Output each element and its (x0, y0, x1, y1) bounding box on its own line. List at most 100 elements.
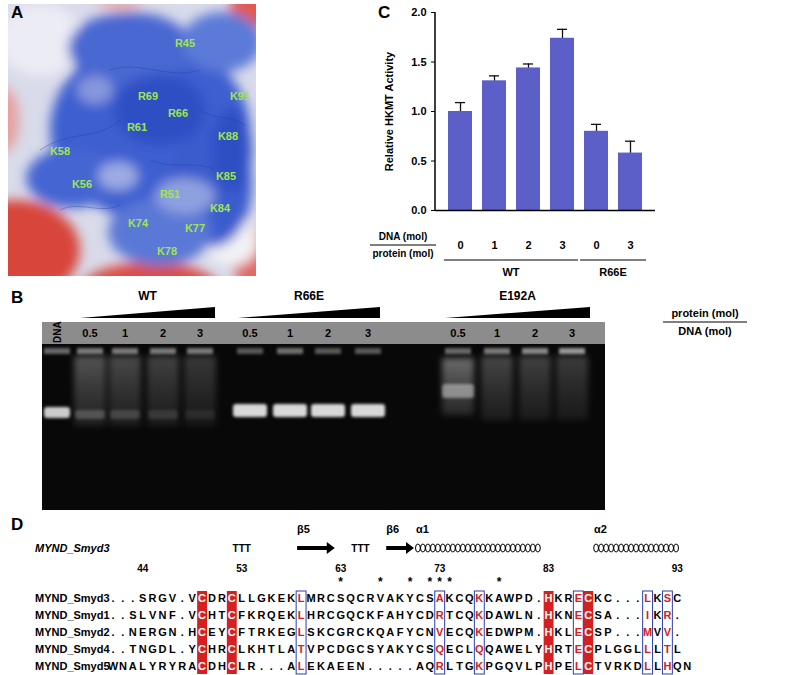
svg-text:L: L (654, 660, 661, 672)
svg-text:DNA (mol): DNA (mol) (678, 325, 732, 337)
svg-text:D: D (208, 592, 216, 604)
svg-text:A: A (287, 660, 295, 672)
svg-text:T: T (219, 609, 226, 621)
svg-text:.: . (636, 609, 639, 621)
svg-text:C: C (584, 660, 592, 672)
svg-text:H: H (663, 660, 671, 672)
svg-text:L: L (238, 592, 245, 604)
svg-text:R: R (436, 660, 444, 672)
svg-text:1.5: 1.5 (411, 56, 426, 68)
svg-text:R: R (614, 660, 622, 672)
svg-text:.: . (616, 609, 619, 621)
svg-text:44: 44 (137, 563, 149, 574)
svg-text:0.5: 0.5 (411, 155, 426, 167)
svg-text:.: . (111, 643, 114, 655)
svg-text:S: S (426, 643, 433, 655)
svg-text:α2: α2 (594, 523, 607, 535)
svg-text:D: D (337, 643, 345, 655)
svg-text:.: . (389, 660, 392, 672)
svg-text:L: L (674, 643, 681, 655)
svg-text:K: K (654, 592, 662, 604)
svg-text:C: C (228, 660, 236, 672)
svg-text:K: K (594, 592, 602, 604)
svg-text:C: C (416, 626, 424, 638)
svg-text:V: V (377, 592, 385, 604)
svg-text:Q: Q (346, 609, 355, 621)
svg-text:R: R (436, 609, 444, 621)
svg-text:73: 73 (434, 563, 446, 574)
svg-text:D: D (159, 643, 167, 655)
svg-text:WT: WT (138, 289, 157, 303)
svg-text:C: C (228, 626, 236, 638)
svg-text:R: R (149, 626, 157, 638)
svg-text:K88: K88 (218, 130, 238, 142)
svg-text:L: L (298, 592, 305, 604)
svg-text:*: * (437, 575, 442, 589)
svg-text:W: W (504, 609, 515, 621)
svg-text:1: 1 (491, 239, 497, 251)
svg-text:L: L (525, 660, 532, 672)
svg-text:A: A (129, 660, 137, 672)
svg-text:L: L (575, 660, 582, 672)
svg-text:Y: Y (406, 626, 414, 638)
svg-text:S: S (664, 592, 671, 604)
svg-text:0.5: 0.5 (450, 327, 465, 339)
svg-text:Q: Q (505, 660, 514, 672)
svg-text:T: T (129, 643, 136, 655)
svg-text:Q: Q (435, 643, 444, 655)
svg-text:C: C (228, 592, 236, 604)
svg-text:H: H (307, 609, 315, 621)
svg-text:R66E: R66E (599, 266, 627, 278)
svg-text:A: A (287, 643, 295, 655)
svg-text:L: L (644, 592, 651, 604)
svg-text:*: * (427, 575, 432, 589)
svg-text:3: 3 (627, 239, 633, 251)
svg-text:C: C (456, 626, 464, 638)
svg-text:E: E (575, 609, 582, 621)
svg-text:Y: Y (406, 592, 414, 604)
svg-text:P: P (317, 643, 324, 655)
svg-text:N: N (426, 626, 434, 638)
svg-text:.: . (121, 643, 124, 655)
svg-text:D: D (485, 609, 493, 621)
svg-text:0: 0 (457, 239, 463, 251)
svg-text:Q: Q (346, 592, 355, 604)
svg-text:.: . (270, 660, 273, 672)
svg-text:R: R (663, 609, 671, 621)
svg-text:D: D (208, 660, 216, 672)
svg-text:C: C (198, 643, 206, 655)
svg-text:V: V (189, 609, 197, 621)
svg-text:N: N (683, 660, 691, 672)
svg-text:E: E (347, 660, 354, 672)
svg-text:K: K (654, 609, 662, 621)
svg-text:.: . (181, 643, 184, 655)
svg-text:Q: Q (426, 660, 435, 672)
svg-text:3: 3 (365, 327, 371, 339)
svg-text:C: C (327, 643, 335, 655)
svg-text:L: L (248, 592, 255, 604)
svg-text:K84: K84 (210, 202, 231, 214)
svg-text:K: K (248, 609, 256, 621)
svg-text:C: C (584, 643, 592, 655)
svg-text:R: R (248, 660, 256, 672)
svg-text:S: S (129, 609, 136, 621)
svg-text:2: 2 (160, 327, 166, 339)
svg-text:.: . (616, 592, 619, 604)
svg-text:WT: WT (502, 266, 519, 278)
svg-text:K: K (396, 643, 404, 655)
svg-text:C: C (378, 3, 390, 22)
svg-text:Q: Q (267, 609, 276, 621)
svg-text:K77: K77 (185, 222, 205, 234)
svg-text:.: . (379, 660, 382, 672)
svg-text:K74: K74 (128, 217, 149, 229)
svg-text:P: P (515, 592, 522, 604)
svg-text:H: H (208, 643, 216, 655)
svg-text:D: D (525, 592, 533, 604)
svg-text:G: G (158, 626, 167, 638)
svg-text:V: V (664, 626, 672, 638)
svg-text:C: C (357, 643, 365, 655)
svg-text:S: S (367, 643, 374, 655)
svg-text:H: H (396, 609, 404, 621)
svg-text:K: K (267, 626, 275, 638)
svg-text:.: . (121, 592, 124, 604)
